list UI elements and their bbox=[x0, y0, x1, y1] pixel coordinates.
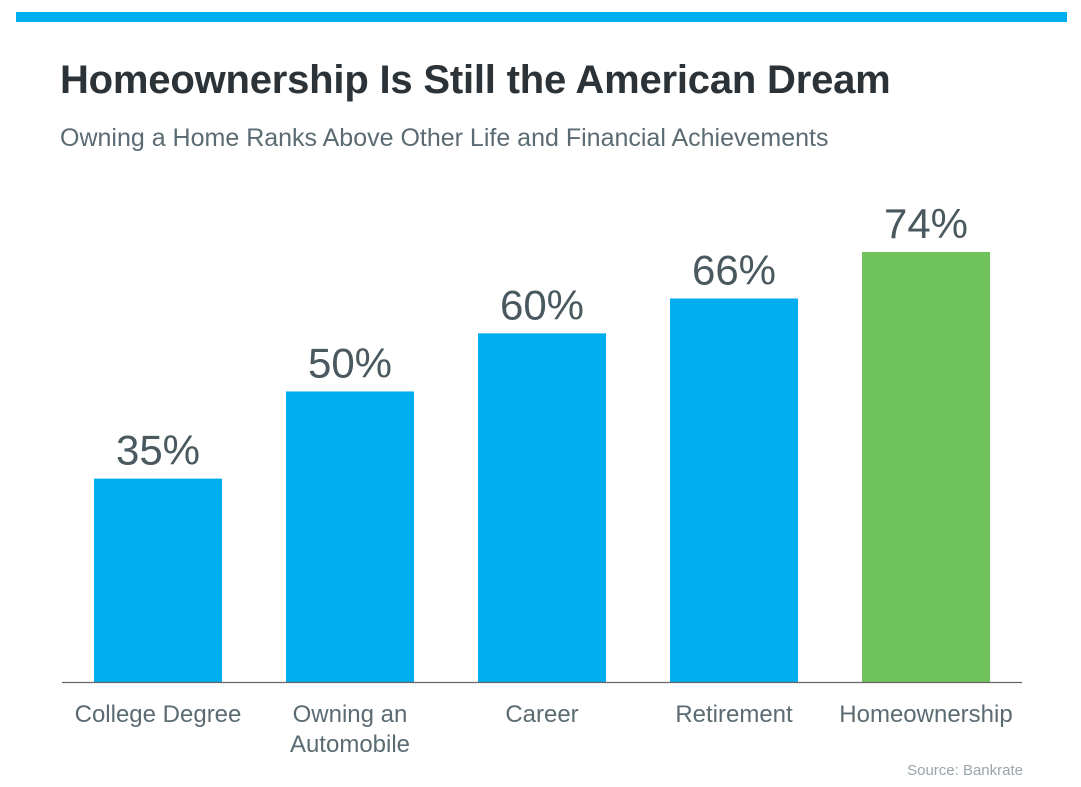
chart-title: Homeownership Is Still the American Drea… bbox=[60, 58, 891, 102]
category-label-3: Retirement bbox=[675, 701, 793, 728]
category-label-line: College Degree bbox=[75, 701, 242, 728]
bar-1 bbox=[286, 391, 414, 682]
category-label-2: Career bbox=[505, 701, 578, 728]
bar-3 bbox=[670, 298, 798, 682]
category-label-line: Career bbox=[505, 701, 578, 728]
bar-0 bbox=[94, 478, 222, 682]
category-label-line: Owning an bbox=[293, 701, 408, 728]
source-note: Source: Bankrate bbox=[907, 762, 1023, 779]
chart-subtitle: Owning a Home Ranks Above Other Life and… bbox=[60, 124, 829, 152]
category-label-line: Retirement bbox=[675, 701, 793, 728]
category-label-line: Homeownership bbox=[839, 701, 1012, 728]
bar-value-label-4: 74% bbox=[884, 200, 968, 247]
bar-value-label-1: 50% bbox=[308, 339, 392, 386]
category-label-1: Owning an Automobile bbox=[290, 701, 410, 758]
bar-4 bbox=[862, 252, 990, 682]
category-label-line: Automobile bbox=[290, 731, 410, 758]
bar-2 bbox=[478, 333, 606, 682]
category-label-4: Homeownership bbox=[839, 701, 1012, 728]
bar-value-label-2: 60% bbox=[500, 281, 584, 328]
category-label-0: College Degree bbox=[75, 701, 242, 728]
bar-value-label-3: 66% bbox=[692, 246, 776, 293]
bar-value-label-0: 35% bbox=[116, 427, 200, 474]
top-accent-rule bbox=[16, 12, 1067, 22]
